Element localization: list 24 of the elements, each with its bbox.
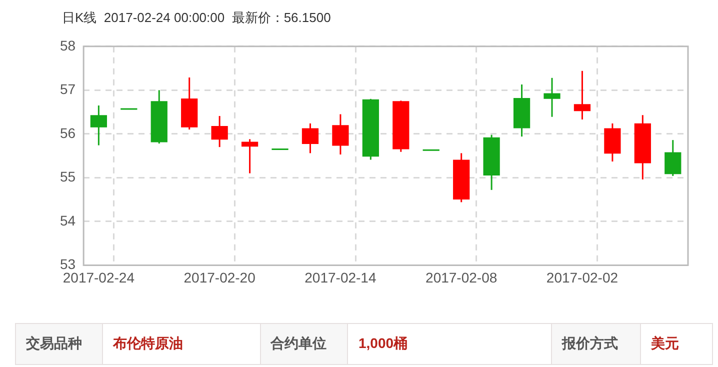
candlestick xyxy=(302,122,319,154)
text: 美元 xyxy=(640,324,712,364)
candlestick xyxy=(544,77,560,118)
candlestick xyxy=(90,104,107,146)
text: 布伦特原油 xyxy=(102,324,260,364)
y-tick-label: 57 xyxy=(60,81,76,98)
text: 合约单位 xyxy=(260,324,348,364)
y-tick-label: 58 xyxy=(60,37,76,54)
y-tick-label: 55 xyxy=(60,168,76,185)
text: 交易品种 xyxy=(16,324,102,364)
x-tick-label: 2017-02-20 xyxy=(184,269,256,286)
candlestick xyxy=(574,70,591,120)
x-tick-label: 2017-02-14 xyxy=(304,269,376,286)
candlestick xyxy=(332,113,349,156)
candlestick xyxy=(211,115,228,148)
chart-title: 日K线 2017-02-24 00:00:00 最新价：56.1500 xyxy=(62,9,331,27)
y-tick-label: 54 xyxy=(60,212,76,228)
text: 报价方式 xyxy=(552,324,641,364)
x-tick-label: 2017-02-08 xyxy=(426,269,498,286)
candlestick xyxy=(241,138,258,174)
candlestick xyxy=(664,139,682,177)
text: 1,000桶 xyxy=(348,324,552,364)
x-tick-label: 2017-02-02 xyxy=(546,269,618,286)
y-tick-label: 56 xyxy=(60,124,76,141)
